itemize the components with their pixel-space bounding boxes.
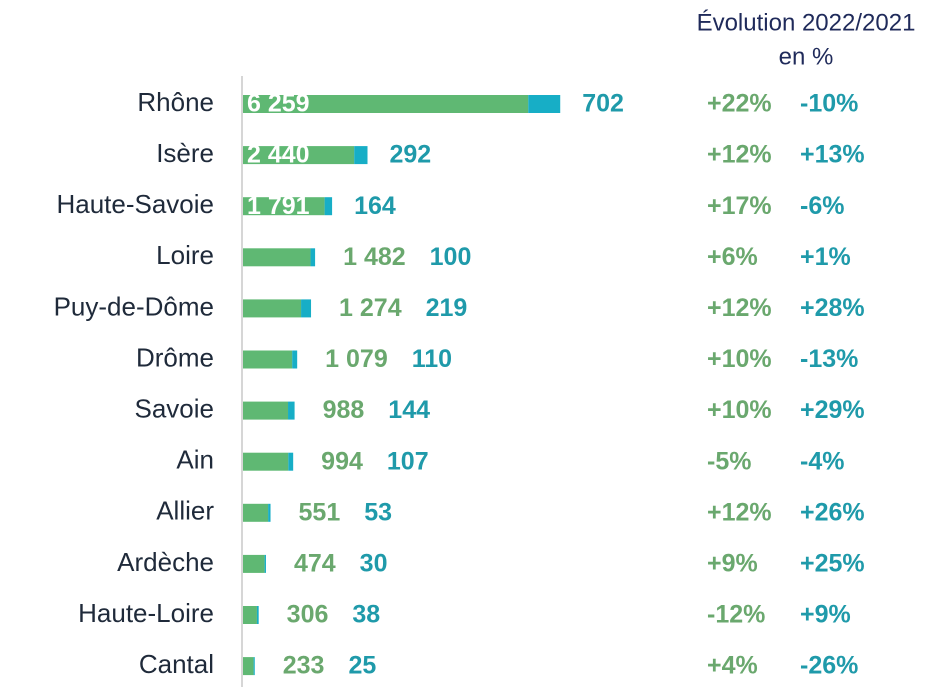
bar-segment: [288, 452, 294, 471]
value-label: 551: [299, 498, 341, 526]
value-label: 107: [387, 447, 429, 475]
category-label: Ain: [176, 445, 214, 475]
value-label: 474: [294, 550, 336, 578]
category-label: Haute-Savoie: [56, 189, 214, 219]
bar-segment: [243, 452, 289, 471]
category-label: Haute-Loire: [78, 598, 214, 628]
bar-segment: [292, 350, 298, 369]
value-label: 25: [348, 652, 376, 680]
evolution-label: +9%: [800, 601, 851, 629]
bar-segment: [528, 95, 561, 113]
value-label: 219: [426, 294, 468, 322]
category-label: Cantal: [139, 649, 214, 679]
evolution-label: +10%: [707, 345, 772, 373]
category-label: Drôme: [136, 342, 214, 372]
evolution-label: -6%: [800, 192, 844, 220]
value-label: 2 440: [247, 141, 310, 169]
evolution-label: -5%: [707, 447, 751, 475]
bar-segment: [243, 350, 293, 369]
bar-segment: [243, 197, 325, 216]
value-label: 1 079: [325, 345, 388, 373]
evolution-label: +25%: [800, 550, 865, 578]
category-label: Loire: [156, 240, 214, 270]
bar-segment: [264, 554, 266, 573]
bar-segment: [243, 299, 302, 318]
value-label: 306: [287, 601, 329, 629]
evolution-label: -26%: [800, 652, 858, 680]
value-label: 100: [430, 243, 472, 271]
evolution-label: -12%: [707, 601, 765, 629]
value-label: 1 791: [247, 192, 310, 220]
evolution-label: +4%: [707, 652, 758, 680]
evolution-header: en %: [779, 43, 834, 70]
bar-segment: [354, 146, 368, 165]
value-label: 6 259: [247, 90, 310, 118]
evolution-label: +26%: [800, 498, 865, 526]
value-label: 702: [582, 90, 624, 118]
evolution-label: +9%: [707, 550, 758, 578]
category-label: Puy-de-Dôme: [54, 291, 214, 321]
value-label: 53: [364, 498, 392, 526]
evolution-header: Évolution 2022/2021: [697, 9, 916, 36]
bar-segment: [243, 606, 257, 624]
evolution-label: +13%: [800, 141, 865, 169]
value-label: 988: [323, 396, 365, 424]
evolution-label: +17%: [707, 192, 772, 220]
value-label: 1 482: [343, 243, 406, 271]
bar-segment: [288, 401, 295, 420]
evolution-label: +12%: [707, 141, 772, 169]
bar-segment: [243, 503, 269, 522]
value-label: 1 274: [339, 294, 402, 322]
evolution-label: -10%: [800, 90, 858, 118]
evolution-label: +29%: [800, 396, 865, 424]
bar-segment: [243, 248, 311, 267]
bar-segment: [256, 606, 259, 624]
value-label: 110: [412, 345, 452, 373]
value-label: 30: [360, 550, 388, 578]
value-label: 292: [390, 141, 432, 169]
bar-segment: [243, 554, 265, 573]
evolution-label: +28%: [800, 294, 865, 322]
evolution-label: +12%: [707, 498, 772, 526]
evolution-label: -4%: [800, 447, 844, 475]
bar-segment: [310, 248, 316, 267]
value-label: 38: [352, 601, 380, 629]
bar-segment: [243, 657, 254, 676]
evolution-label: +22%: [707, 90, 772, 118]
bar-segment: [253, 657, 255, 676]
bar-segment: [243, 401, 289, 420]
bar-segment: [268, 503, 271, 522]
category-label: Ardèche: [117, 547, 214, 577]
evolution-label: +1%: [800, 243, 851, 271]
value-label: 233: [283, 652, 325, 680]
value-label: 144: [388, 396, 430, 424]
evolution-label: +10%: [707, 396, 772, 424]
evolution-label: +12%: [707, 294, 772, 322]
category-label: Savoie: [135, 393, 215, 423]
bar-segment: [324, 197, 333, 216]
evolution-label: +6%: [707, 243, 758, 271]
category-label: Allier: [156, 496, 214, 526]
bar-segment: [243, 95, 529, 113]
bar-segment: [301, 299, 312, 318]
value-label: 994: [321, 447, 363, 475]
category-label: Isère: [156, 138, 214, 168]
evolution-label: -13%: [800, 345, 858, 373]
value-label: 164: [354, 192, 396, 220]
category-label: Rhône: [137, 87, 214, 117]
bar-segment: [243, 146, 355, 165]
